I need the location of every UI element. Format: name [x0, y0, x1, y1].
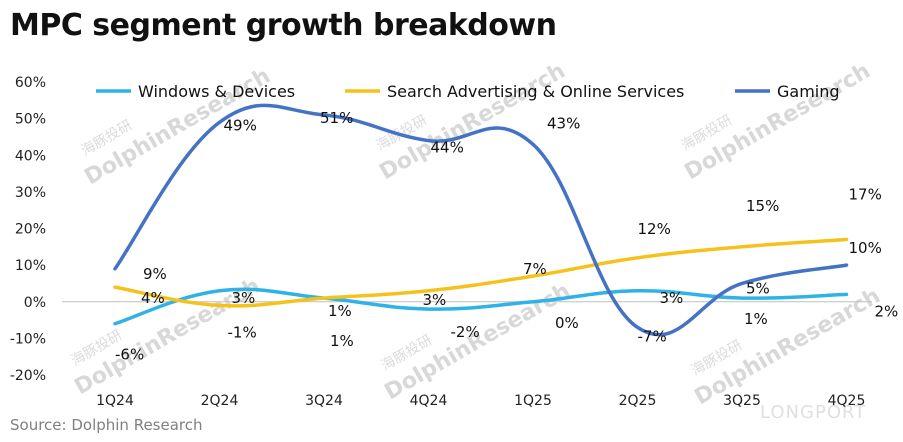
chart-title: MPC segment growth breakdown	[10, 8, 557, 43]
y-tick-label: 60%	[15, 75, 46, 91]
source-note: Source: Dolphin Research	[10, 416, 203, 434]
data-label-search-advertising: 17%	[849, 185, 882, 203]
data-label-search-advertising: 7%	[523, 260, 547, 278]
y-tick-label: 20%	[15, 222, 46, 238]
y-tick-label: 30%	[15, 185, 46, 201]
watermark-brand: LONGPORT	[760, 402, 866, 423]
legend-label-search-advertising: Search Advertising & Online Services	[387, 82, 684, 101]
y-tick-label: 10%	[15, 258, 46, 274]
data-label-search-advertising: -1%	[228, 323, 257, 341]
series-line-windows-devices	[113, 287, 849, 326]
data-label-search-advertising: 1%	[328, 302, 352, 320]
data-label-gaming: 44%	[431, 139, 464, 157]
data-label-search-advertising: 15%	[746, 197, 779, 215]
x-tick-label: 1Q25	[514, 393, 552, 409]
data-label-windows-devices: 3%	[232, 289, 256, 307]
series-line-search-advertising	[113, 237, 849, 308]
y-tick-label: 40%	[15, 148, 46, 164]
data-label-gaming: 43%	[547, 114, 580, 132]
data-label-gaming: 49%	[224, 116, 257, 134]
data-label-search-advertising: 4%	[141, 289, 165, 307]
x-tick-label: 4Q25	[828, 393, 866, 409]
x-tick-label: 3Q24	[305, 393, 343, 409]
data-label-gaming: -7%	[638, 327, 667, 345]
data-label-windows-devices: 3%	[660, 289, 684, 307]
data-label-windows-devices: 1%	[330, 332, 354, 350]
y-tick-label: -10%	[10, 331, 46, 347]
y-tick-label: -20%	[10, 368, 46, 384]
data-label-gaming: 51%	[320, 109, 353, 127]
data-label-gaming: 5%	[746, 279, 770, 297]
data-label-search-advertising: 12%	[638, 220, 671, 238]
legend-label-gaming: Gaming	[777, 82, 840, 101]
series-line-gaming	[113, 103, 849, 337]
x-tick-label: 2Q24	[201, 393, 239, 409]
data-label-search-advertising: 3%	[423, 291, 447, 309]
data-label-windows-devices: 2%	[875, 302, 899, 320]
x-tick-label: 4Q24	[410, 393, 448, 409]
y-tick-label: 50%	[15, 112, 46, 128]
legend-label-windows-devices: Windows & Devices	[138, 82, 295, 101]
data-label-gaming: 9%	[143, 265, 167, 283]
data-label-gaming: 10%	[849, 239, 882, 257]
data-label-windows-devices: -6%	[115, 346, 144, 364]
y-tick-label: 0%	[24, 295, 46, 311]
x-tick-label: 2Q25	[619, 393, 657, 409]
x-tick-label: 1Q24	[96, 393, 134, 409]
data-label-windows-devices: 0%	[555, 314, 579, 332]
data-label-windows-devices: -2%	[451, 323, 480, 341]
x-tick-label: 3Q25	[723, 393, 761, 409]
data-label-windows-devices: 1%	[744, 310, 768, 328]
